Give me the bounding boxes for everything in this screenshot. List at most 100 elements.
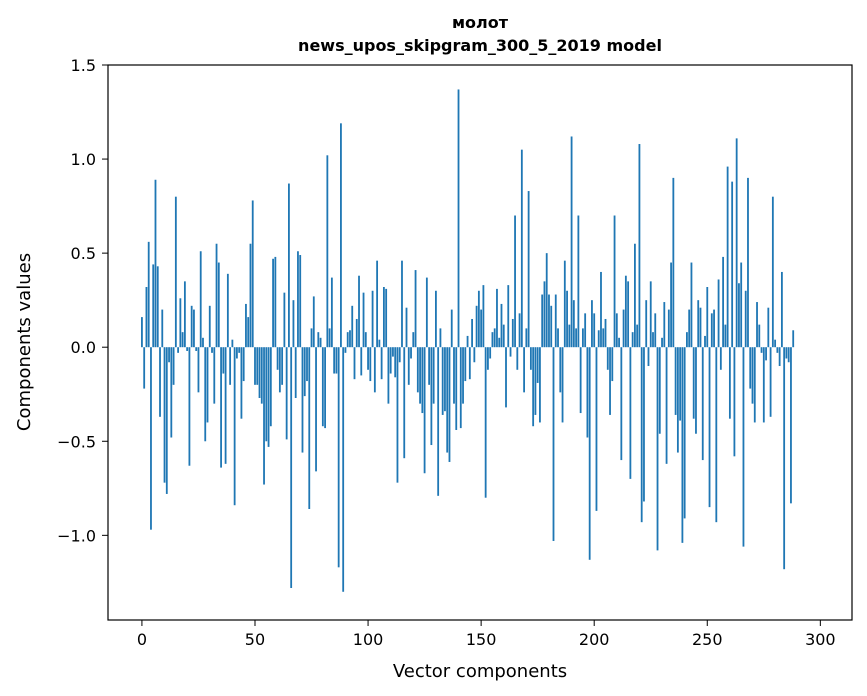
bar-component-116 (403, 347, 406, 459)
bar-component-106 (380, 347, 383, 380)
bar-component-149 (477, 290, 480, 348)
bar-component-178 (543, 281, 546, 348)
bar-component-73 (306, 347, 308, 382)
bar-component-277 (767, 307, 770, 348)
bar-component-218 (634, 243, 636, 348)
bar-component-108 (385, 288, 388, 348)
bar-component-282 (778, 347, 781, 367)
bar-component-287 (790, 347, 792, 504)
bar-component-146 (471, 318, 473, 348)
bar-component-102 (371, 290, 374, 348)
bar-component-117 (405, 307, 408, 348)
bar-component-272 (756, 302, 758, 348)
bar-component-10 (163, 347, 166, 483)
bar-component-47 (247, 317, 250, 348)
bar-component-162 (507, 285, 510, 348)
bar-component-105 (378, 339, 381, 348)
bar-component-113 (396, 347, 399, 483)
bar-component-164 (511, 318, 514, 348)
bar-component-230 (661, 337, 663, 348)
bar-component-1 (143, 347, 146, 389)
bar-component-51 (256, 347, 259, 385)
bar-component-26 (199, 251, 202, 348)
bar-component-220 (638, 144, 641, 348)
bar-component-249 (704, 335, 706, 348)
bar-component-15 (174, 196, 177, 348)
bar-component-126 (425, 277, 428, 348)
bar-component-100 (367, 347, 369, 370)
x-ticks-group: 0 50 100 150 200 250 300 (137, 620, 836, 649)
bar-component-22 (190, 305, 193, 348)
bar-component-281 (776, 347, 779, 353)
bar-component-236 (674, 347, 677, 415)
bar-component-216 (629, 347, 632, 479)
bar-component-210 (615, 313, 618, 348)
bar-component-91 (346, 332, 349, 348)
bar-component-266 (742, 347, 745, 547)
bar-component-123 (419, 347, 421, 404)
bar-component-173 (532, 347, 535, 427)
bar-component-118 (407, 347, 410, 385)
bar-component-101 (369, 347, 372, 382)
bar-component-267 (744, 290, 747, 348)
bar-component-269 (749, 347, 752, 389)
bar-component-61 (278, 347, 281, 393)
bar-component-147 (473, 347, 476, 363)
bar-component-256 (719, 347, 722, 370)
bar-component-167 (518, 313, 521, 348)
bar-component-260 (728, 347, 731, 419)
bar-component-265 (740, 262, 743, 348)
bar-component-252 (710, 313, 713, 348)
bar-component-50 (254, 347, 256, 385)
bar-component-288 (792, 330, 795, 348)
bar-component-110 (389, 347, 392, 374)
bar-component-63 (283, 292, 286, 348)
bar-component-257 (722, 256, 725, 348)
bar-component-183 (554, 294, 557, 348)
bar-component-203 (600, 271, 602, 348)
bar-component-225 (649, 281, 652, 348)
bar-component-93 (351, 305, 354, 348)
bar-component-9 (161, 309, 164, 348)
bar-component-78 (317, 332, 320, 348)
bar-component-217 (631, 332, 634, 348)
bar-component-44 (240, 347, 243, 419)
bar-component-241 (686, 332, 688, 348)
bar-component-5 (152, 264, 155, 348)
bar-component-34 (217, 262, 220, 348)
x-tick-label: 50 (245, 630, 265, 649)
bar-component-263 (735, 138, 738, 348)
bar-component-111 (392, 347, 394, 357)
bar-component-127 (428, 347, 431, 385)
bar-component-181 (550, 305, 553, 348)
bar-component-278 (769, 347, 772, 417)
bar-component-32 (213, 347, 216, 404)
bar-component-156 (493, 328, 496, 348)
bar-component-199 (591, 300, 593, 348)
y-ticks-group: −1.0 −0.5 0.0 0.5 1.0 1.5 (57, 56, 108, 545)
bar-component-114 (398, 347, 401, 363)
chart-title-line1: молот (452, 13, 509, 32)
bar-component-23 (193, 309, 195, 348)
bar-component-77 (315, 347, 317, 472)
bar-component-258 (724, 324, 727, 348)
bar-component-142 (462, 347, 464, 404)
plot-frame (107, 64, 853, 621)
bar-component-53 (260, 347, 263, 404)
bar-component-60 (276, 347, 279, 370)
bar-component-171 (527, 191, 530, 348)
bar-component-81 (324, 347, 326, 429)
bar-component-155 (491, 332, 494, 348)
bar-component-12 (168, 347, 170, 363)
bar-component-120 (412, 332, 415, 348)
bars-group (141, 89, 795, 592)
bar-component-285 (785, 347, 788, 359)
bar-component-25 (197, 347, 200, 393)
bar-component-174 (534, 347, 537, 415)
bar-component-13 (170, 347, 173, 438)
bar-component-99 (364, 332, 367, 348)
bar-component-201 (595, 347, 598, 511)
bar-component-145 (468, 347, 471, 380)
bar-component-207 (609, 347, 611, 415)
